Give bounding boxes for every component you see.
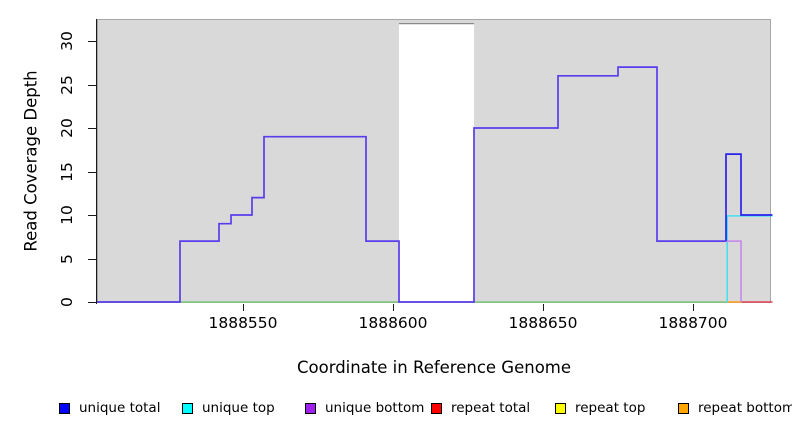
legend-item-repeat-bottom: repeat bottom	[678, 397, 792, 419]
y-axis-line	[96, 19, 97, 304]
y-tick-label: 10	[58, 205, 76, 225]
legend-label: repeat bottom	[698, 400, 792, 416]
coverage-step-curve	[96, 66, 726, 303]
y-tick-label: 5	[58, 253, 76, 264]
legend-item-repeat-total: repeat total	[431, 397, 530, 419]
y-tick	[88, 41, 96, 42]
x-tick-label: 1888550	[208, 314, 278, 332]
y-tick	[88, 84, 96, 86]
coverage-plot-canvas	[96, 22, 773, 303]
unique-bottom-tail	[726, 240, 742, 302]
chart-legend: unique total unique top unique bottom repea…	[0, 397, 792, 421]
y-tick-label: 0	[58, 297, 76, 307]
y-axis-title: Read Coverage Depth	[21, 70, 41, 252]
legend-swatch-icon	[305, 402, 316, 414]
x-tick	[543, 304, 544, 311]
y-tick	[88, 215, 96, 216]
x-tick	[693, 304, 694, 311]
legend-item-unique-total: unique total	[59, 397, 160, 419]
legend-swatch-icon	[59, 402, 70, 414]
legend-swatch-icon	[678, 402, 689, 414]
legend-swatch-icon	[182, 402, 193, 414]
legend-label: unique top	[202, 400, 275, 416]
y-tick	[88, 171, 96, 173]
y-tick	[88, 258, 96, 260]
x-tick-label: 1888600	[358, 314, 428, 332]
y-tick	[88, 128, 96, 129]
legend-label: unique total	[79, 400, 161, 416]
unique-top-line	[726, 215, 773, 303]
legend-item-unique-bottom: unique bottom	[305, 397, 424, 419]
x-tick-label: 1888700	[658, 314, 728, 332]
x-tick	[393, 304, 394, 311]
legend-swatch-icon	[555, 402, 566, 414]
masked-region	[399, 23, 474, 303]
y-tick-label: 15	[58, 161, 76, 182]
legend-label: repeat total	[451, 400, 531, 416]
x-axis-title: Coordinate in Reference Genome	[296, 358, 572, 377]
y-tick	[88, 302, 96, 303]
y-tick-label: 25	[58, 74, 76, 95]
legend-label: repeat top	[575, 400, 646, 416]
unique-total-tail	[725, 153, 773, 242]
legend-item-unique-top: unique top	[182, 397, 275, 419]
y-tick-label: 30	[58, 31, 76, 51]
legend-swatch-icon	[431, 402, 442, 414]
x-tick	[243, 304, 244, 311]
y-tick-label: 20	[58, 118, 76, 138]
x-tick-label: 1888650	[508, 314, 578, 332]
legend-label: unique bottom	[325, 400, 425, 416]
legend-item-repeat-top: repeat top	[555, 397, 645, 419]
